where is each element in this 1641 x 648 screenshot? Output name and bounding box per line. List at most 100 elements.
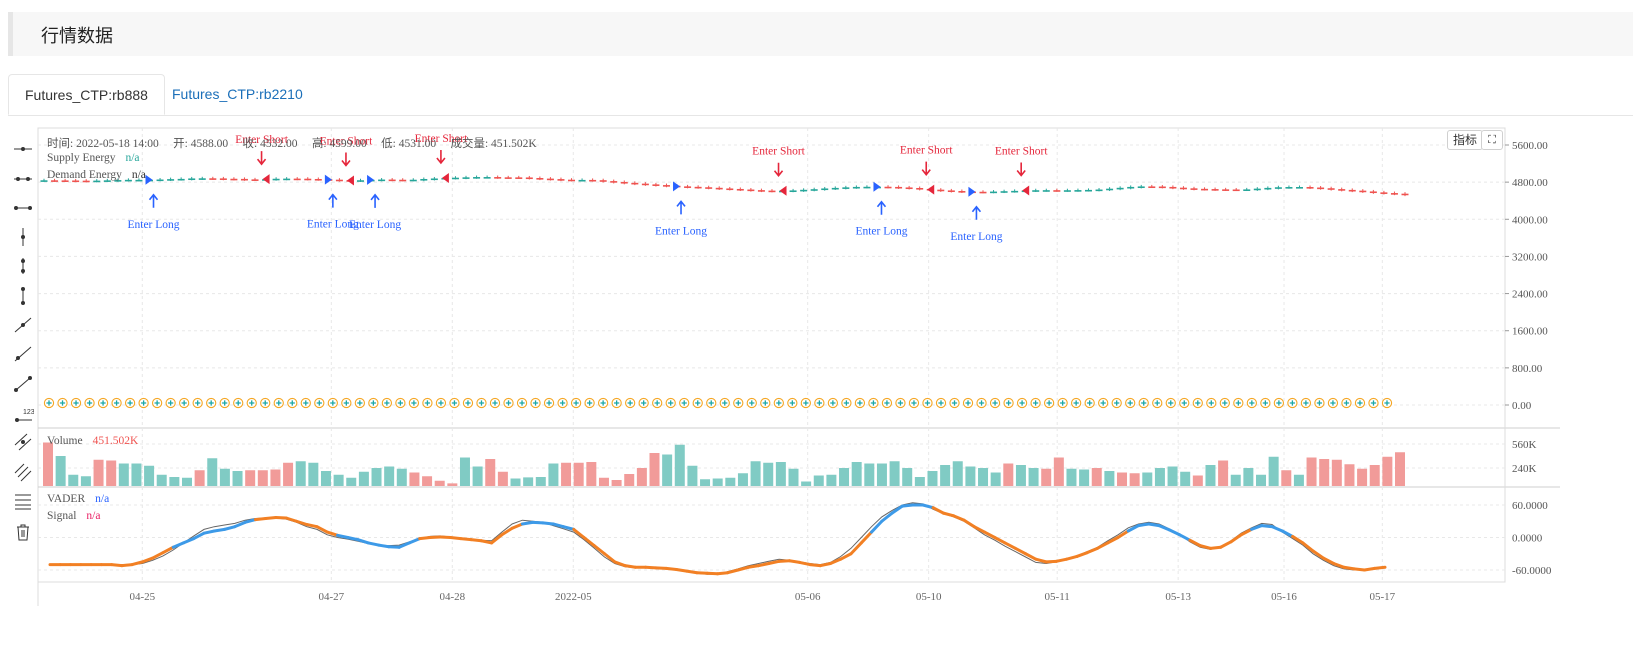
candle [1401, 193, 1409, 196]
vader-segment [592, 544, 607, 556]
volume-bar [1306, 457, 1317, 486]
volume-bar [1142, 472, 1153, 486]
energy-marker-cross [1087, 400, 1093, 406]
volume-bar [561, 462, 572, 486]
energy-marker-cross [424, 400, 431, 406]
trash-icon[interactable] [12, 521, 34, 543]
energy-marker-cross [600, 400, 606, 406]
enter-long-flag [873, 181, 881, 192]
parallel-channel-icon[interactable] [12, 431, 34, 453]
energy-marker-cross [249, 400, 255, 406]
enter-short-arrow [341, 152, 351, 167]
segment-icon[interactable] [12, 373, 34, 395]
energy-marker-cross [86, 400, 93, 406]
vader-segment [490, 533, 504, 545]
x-tick-label: 05-11 [1045, 591, 1070, 603]
vader-segment [438, 535, 452, 539]
signal-label: Signal [47, 510, 77, 522]
volume-bar [1015, 465, 1026, 486]
candle [209, 178, 217, 180]
volume-bar [1117, 472, 1128, 486]
volume-bar [384, 466, 395, 486]
energy-marker-cross [1289, 400, 1295, 406]
vader-segment [161, 545, 175, 555]
energy-marker-cross [127, 400, 133, 406]
vader-segment [1126, 524, 1141, 533]
volume-bar [1395, 452, 1405, 486]
candle [1106, 188, 1114, 191]
vader-segment [582, 536, 596, 548]
volume-bar [801, 481, 812, 486]
vader-segment [818, 562, 832, 568]
tab-rb888[interactable]: Futures_CTP:rb888 [8, 74, 165, 115]
volume-bar [497, 471, 508, 486]
tab-rb2210[interactable]: Futures_CTP:rb2210 [172, 86, 303, 102]
parallel-lines-icon[interactable] [12, 461, 34, 483]
vader-segment [531, 520, 545, 525]
horizontal-segment-icon[interactable] [12, 197, 34, 219]
vader-segment [1239, 527, 1253, 537]
signal-legend: Signal n/a [47, 510, 100, 522]
price-label-icon[interactable]: 123 [12, 402, 35, 424]
volume-bar [1344, 464, 1355, 486]
volume-bar [169, 477, 180, 486]
candle [494, 177, 502, 179]
vader-segment [890, 504, 904, 515]
volume-bar [245, 470, 256, 486]
energy-marker-cross [208, 400, 214, 406]
volume-bar [68, 474, 79, 486]
candle [1063, 190, 1071, 192]
candle [715, 187, 723, 190]
energy-marker-cross [289, 400, 295, 406]
vader-segment [983, 530, 997, 539]
volume-bar [308, 462, 319, 486]
fullscreen-icon[interactable]: ⛶ [1481, 130, 1503, 150]
candle [652, 184, 660, 186]
volume-bar [573, 462, 584, 486]
energy-marker-cross [1141, 400, 1147, 406]
vader-segment [1085, 546, 1099, 555]
candle [947, 190, 955, 193]
trend-line-icon[interactable] [12, 314, 34, 336]
object-tree-icon[interactable] [12, 490, 34, 512]
energy-marker-cross [708, 400, 714, 406]
volume-bar [1041, 468, 1052, 486]
candle [557, 179, 565, 181]
vader-segment [449, 536, 463, 541]
vader-segment [192, 531, 206, 541]
demand-energy-legend: Demand Energy n/a [47, 169, 146, 181]
signal-value: n/a [86, 510, 101, 522]
candle [768, 190, 776, 193]
horizontal-line-icon[interactable] [12, 168, 34, 190]
candle [1338, 189, 1346, 191]
candle [1264, 187, 1272, 190]
vertical-bar-icon[interactable] [12, 285, 34, 307]
candle [504, 177, 512, 179]
vader-segment [212, 527, 227, 533]
candle [399, 179, 407, 182]
volume-bar [194, 470, 205, 486]
x-tick-label: 2022-05 [555, 591, 592, 603]
vertical-segment-icon[interactable] [12, 255, 34, 277]
candle [1032, 190, 1040, 192]
volume-bar [1154, 468, 1165, 486]
vertical-line-icon[interactable] [12, 226, 34, 248]
horizontal-ray-icon[interactable] [12, 138, 34, 160]
energy-marker-cross [938, 400, 944, 406]
vader-segment [705, 571, 719, 576]
vader-segment [1291, 534, 1305, 545]
volume-bar [1192, 475, 1203, 486]
ray-icon[interactable] [12, 343, 34, 365]
oscillator-tick-label: 0.0000 [1512, 533, 1543, 545]
candle [462, 177, 470, 179]
energy-marker-cross [641, 400, 647, 406]
vader-segment [253, 517, 268, 522]
volume-bar [839, 468, 850, 486]
vader-segment [182, 537, 196, 545]
volume-bar [1104, 471, 1115, 486]
vader-segment [1095, 541, 1110, 550]
vader-segment [284, 516, 298, 523]
energy-marker-cross [330, 400, 336, 406]
indicators-button[interactable]: 指标 [1447, 130, 1483, 150]
